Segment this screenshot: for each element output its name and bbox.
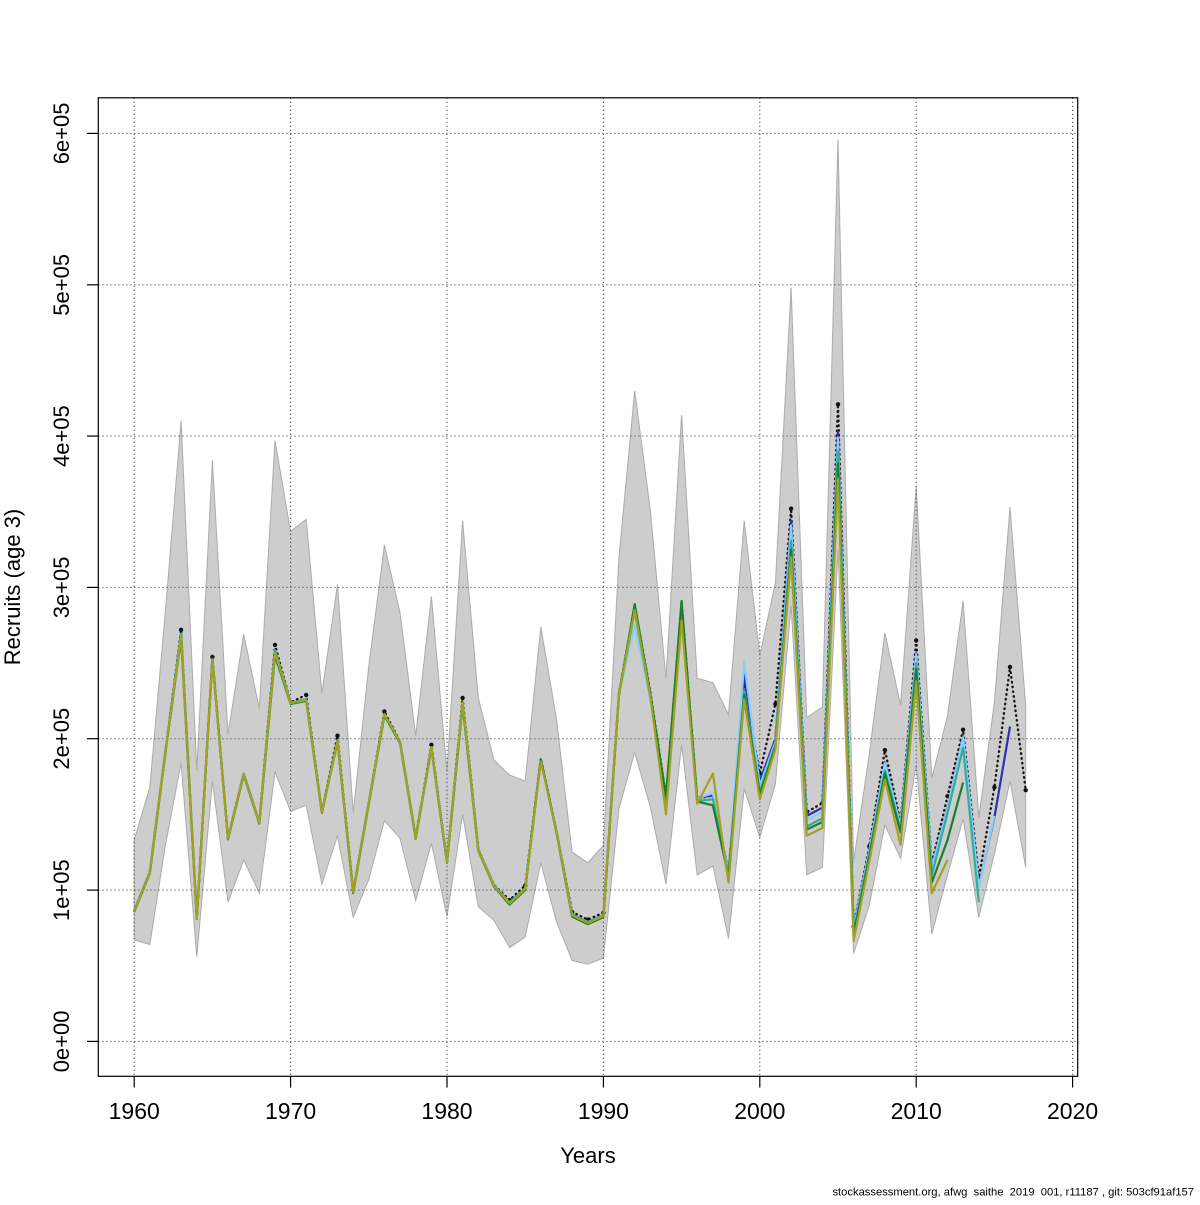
- svg-text:2010: 2010: [891, 1098, 942, 1124]
- svg-text:2e+05: 2e+05: [49, 708, 74, 770]
- svg-text:stockassessment.org, afwg sai: stockassessment.org, afwg saithe 2019 00…: [832, 1187, 1194, 1199]
- svg-text:2000: 2000: [734, 1098, 785, 1124]
- svg-text:Years: Years: [560, 1143, 615, 1168]
- svg-text:5e+05: 5e+05: [49, 254, 74, 316]
- svg-text:2020: 2020: [1047, 1098, 1098, 1124]
- svg-text:1e+05: 1e+05: [49, 859, 74, 921]
- svg-text:6e+05: 6e+05: [49, 103, 74, 165]
- svg-text:Recruits (age 3): Recruits (age 3): [0, 509, 25, 666]
- svg-text:3e+05: 3e+05: [49, 557, 74, 619]
- svg-text:1980: 1980: [421, 1098, 472, 1124]
- svg-text:1970: 1970: [265, 1098, 316, 1124]
- svg-text:0e+00: 0e+00: [49, 1011, 74, 1073]
- svg-text:4e+05: 4e+05: [49, 405, 74, 467]
- svg-text:1960: 1960: [109, 1098, 160, 1124]
- svg-text:1990: 1990: [578, 1098, 629, 1124]
